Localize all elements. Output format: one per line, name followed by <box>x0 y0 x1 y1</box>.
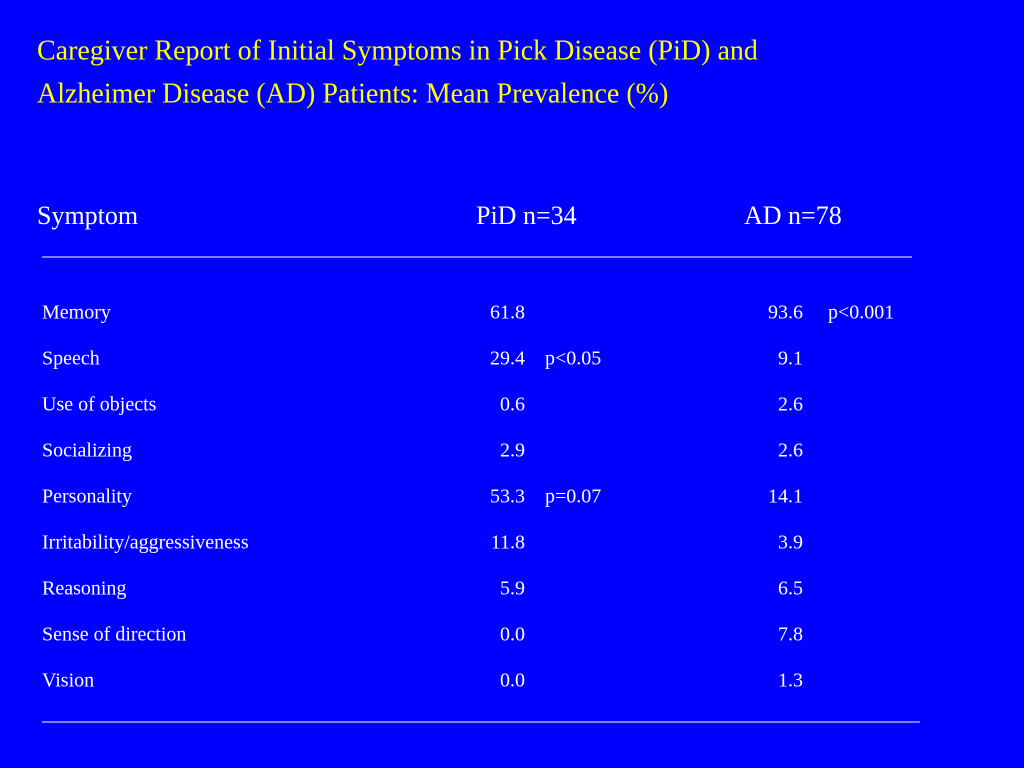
column-header: Symptom <box>37 201 138 230</box>
ad-p: p<0.001 <box>828 302 894 324</box>
ad: 93.6 <box>768 302 803 324</box>
symptom: Personality <box>42 486 132 508</box>
ad: 9.1 <box>778 348 803 370</box>
table-body: Memory 61.8 93.6 p<0.001 Speech 29.4 p<0.05 9.1… <box>42 302 894 692</box>
pid-p: p<0.05 <box>545 348 601 370</box>
ad: 14.1 <box>768 486 803 508</box>
title-line: Caregiver Report of Initial Symptoms in … <box>37 35 758 66</box>
symptom: Irritability/aggressiveness <box>42 532 249 554</box>
pid: 0.0 <box>500 624 525 646</box>
column-header: AD n=78 <box>744 201 842 230</box>
pid: 53.3 <box>490 486 525 508</box>
pid: 0.0 <box>500 670 525 692</box>
symptom: Memory <box>42 302 111 324</box>
pid: 29.4 <box>490 348 525 370</box>
pid: 61.8 <box>490 302 525 324</box>
pid: 5.9 <box>500 578 525 600</box>
symptom: Socializing <box>42 440 132 462</box>
symptom: Vision <box>42 670 94 692</box>
ad: 3.9 <box>778 532 803 554</box>
pid: 11.8 <box>491 532 525 554</box>
column-header: PiD n=34 <box>476 201 577 230</box>
pid: 0.6 <box>500 394 525 416</box>
ad: 2.6 <box>778 394 803 416</box>
ad: 6.5 <box>778 578 803 600</box>
symptom: Use of objects <box>42 394 157 416</box>
symptom: Sense of direction <box>42 624 186 646</box>
pid-p: p=0.07 <box>545 486 601 508</box>
title-line: Alzheimer Disease (AD) Patients: Mean Pr… <box>37 78 668 109</box>
ad: 2.6 <box>778 440 803 462</box>
ad: 7.8 <box>778 624 803 646</box>
symptom: Speech <box>42 348 100 370</box>
pid: 2.9 <box>500 440 525 462</box>
ad: 1.3 <box>778 670 803 692</box>
symptom: Reasoning <box>42 578 126 600</box>
